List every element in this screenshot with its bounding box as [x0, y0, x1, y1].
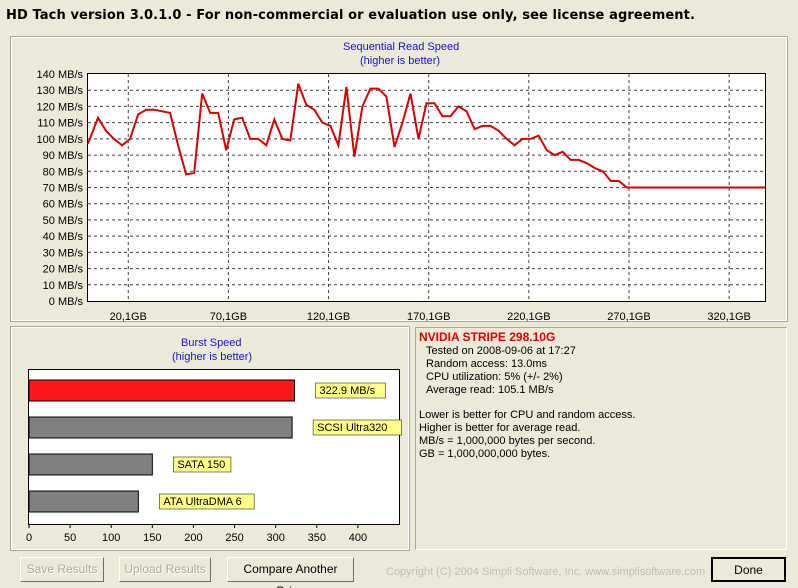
- seq-y-tick-label: 110 MB/s: [37, 118, 83, 130]
- seq-x-tick-label: 170,1GB: [407, 311, 450, 323]
- burst-x-tick-label: 200: [184, 532, 202, 544]
- note-higher-better: Higher is better for average read.: [419, 422, 581, 434]
- seq-y-tick-label: 0 MB/s: [49, 296, 84, 308]
- done-button[interactable]: Done: [711, 557, 786, 582]
- burst-bar-label: SCSI Ultra320: [317, 422, 387, 434]
- burst-bar-label-box: [315, 382, 386, 399]
- burst-bar: [28, 490, 139, 513]
- seq-x-tick-label: 70,1GB: [210, 311, 247, 323]
- seq-read-chart: 0 MB/s 10 MB/s 20 MB/s 30 MB/s 40 MB/s 50 MB/…: [37, 69, 765, 323]
- seq-read-line: [87, 83, 765, 189]
- burst-bar-label: 322.9 MB/s: [319, 385, 375, 397]
- burst-x-tick-label: 100: [102, 532, 120, 544]
- burst-bar-label: SATA 150: [177, 459, 225, 471]
- copyright-text: Copyright (C) 2004 Simpli Software, Inc.…: [386, 566, 706, 578]
- seq-y-tick-label: 80 MB/s: [43, 166, 84, 178]
- seq-y-tick-label: 20 MB/s: [43, 264, 84, 276]
- seq-x-tick-label: 120,1GB: [307, 311, 350, 323]
- burst-x-tick-label: 150: [143, 532, 161, 544]
- burst-x-tick-label: 50: [64, 532, 76, 544]
- average-read: Average read: 105.1 MB/s: [426, 384, 554, 396]
- note-gb-def: GB = 1,000,000,000 bytes.: [419, 448, 551, 460]
- note-mbs-def: MB/s = 1,000,000 bytes per second.: [419, 435, 596, 447]
- drive-name: NVIDIA STRIPE 298.10G: [419, 330, 556, 344]
- seq-x-tick-label: 320,1GB: [707, 311, 750, 323]
- burst-bar-label-box: [173, 456, 232, 473]
- burst-x-tick-label: 0: [26, 532, 32, 544]
- seq-y-tick-label: 40 MB/s: [43, 231, 84, 243]
- seq-x-tick-label: 20,1GB: [110, 311, 147, 323]
- seq-x-tick-label: 220,1GB: [507, 311, 550, 323]
- burst-bar-label-box: [312, 419, 402, 436]
- seq-y-tick-label: 140 MB/s: [37, 69, 84, 81]
- burst-bar: [28, 453, 153, 476]
- seq-y-tick-label: 30 MB/s: [43, 247, 84, 259]
- burst-bar: [28, 416, 293, 439]
- seq-y-tick-label: 60 MB/s: [43, 199, 84, 211]
- seq-x-tick-label: 270,1GB: [607, 311, 650, 323]
- burst-chart-subtitle: (higher is better): [172, 351, 253, 363]
- compare-drive-button[interactable]: Compare Another Drive: [227, 557, 354, 588]
- burst-x-tick-label: 300: [266, 532, 284, 544]
- burst-x-tick-label: 350: [308, 532, 326, 544]
- seq-y-tick-label: 100 MB/s: [37, 134, 84, 146]
- burst-bar-label-box: [159, 493, 255, 510]
- save-results-button[interactable]: Save Results: [20, 557, 104, 582]
- window-title: HD Tach version 3.0.1.0 - For non-commer…: [6, 8, 695, 23]
- burst-bar: [28, 379, 295, 402]
- random-access: Random access: 13.0ms: [426, 358, 548, 370]
- results-info-panel: NVIDIA STRIPE 298.10G Tested on 2008-09-…: [415, 327, 787, 550]
- seq-chart-subtitle: (higher is better): [360, 55, 441, 67]
- upload-results-button[interactable]: Upload Results: [119, 557, 211, 582]
- note-lower-better: Lower is better for CPU and random acces…: [419, 409, 636, 421]
- burst-speed-chart: 322.9 MB/s SCSI Ultra320 SATA 150 ATA Ultra…: [26, 379, 402, 544]
- tested-date: Tested on 2008-09-06 at 17:27: [426, 345, 576, 357]
- burst-x-tick-label: 250: [225, 532, 243, 544]
- window-titlebar: HD Tach version 3.0.1.0 - For non-commer…: [0, 0, 798, 32]
- burst-bar-label: ATA UltraDMA 6: [163, 496, 241, 508]
- seq-y-tick-label: 120 MB/s: [37, 101, 84, 113]
- seq-y-tick-label: 90 MB/s: [43, 150, 84, 162]
- burst-x-tick-label: 400: [349, 532, 367, 544]
- seq-y-tick-label: 130 MB/s: [37, 85, 84, 97]
- seq-y-tick-label: 70 MB/s: [43, 183, 84, 195]
- burst-chart-title: Burst Speed: [181, 337, 242, 349]
- seq-y-tick-label: 10 MB/s: [43, 280, 84, 292]
- cpu-utilization: CPU utilization: 5% (+/- 2%): [426, 371, 563, 383]
- seq-y-tick-label: 50 MB/s: [43, 215, 84, 227]
- seq-chart-title: Sequential Read Speed: [343, 41, 460, 53]
